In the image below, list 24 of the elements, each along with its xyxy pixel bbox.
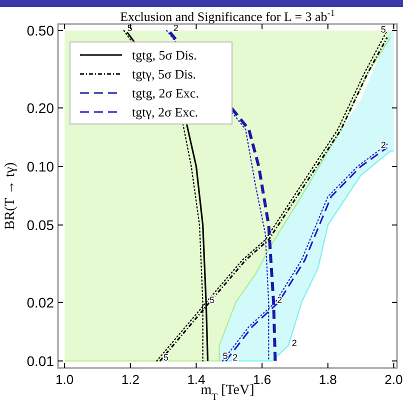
y-tick-label: 0.01 — [26, 352, 54, 369]
annotation: 2 — [277, 294, 282, 305]
y-tick-label: 0.50 — [26, 22, 54, 38]
y-tick-label: 0.10 — [26, 158, 54, 174]
legend-label: tgtg, 5σ Dis. — [132, 48, 197, 63]
legend-label: tgtg, 2σ Exc. — [132, 86, 199, 101]
x-tick-label: 1.2 — [121, 372, 140, 387]
x-tick-label: 1.6 — [253, 372, 272, 387]
y-tick-label: 0.02 — [26, 294, 54, 310]
y-tick-label: 0.20 — [26, 100, 54, 116]
annotation: 2 — [173, 22, 178, 33]
legend-label: tgtγ, 2σ Exc. — [132, 104, 198, 120]
annotation: 2 — [232, 352, 238, 362]
annotation: 5 — [164, 352, 169, 362]
annotation: 5 — [380, 24, 386, 35]
chart-title: Exclusion and Significance for L = 3 ab$^{-1}$ — [120, 8, 335, 24]
y-tick-label: 0.05 — [26, 216, 54, 233]
annotation: 2 — [292, 338, 297, 348]
x-tick-label: 1.8 — [318, 372, 337, 387]
y-axis-title: BR(T → tγ) — [3, 162, 18, 230]
annotation: 2 — [380, 140, 386, 150]
legend-label: tgtγ, 5σ Dis. — [132, 66, 196, 82]
x-tick-label: 1.0 — [56, 372, 74, 387]
x-tick-label: 2.0 — [384, 372, 403, 387]
